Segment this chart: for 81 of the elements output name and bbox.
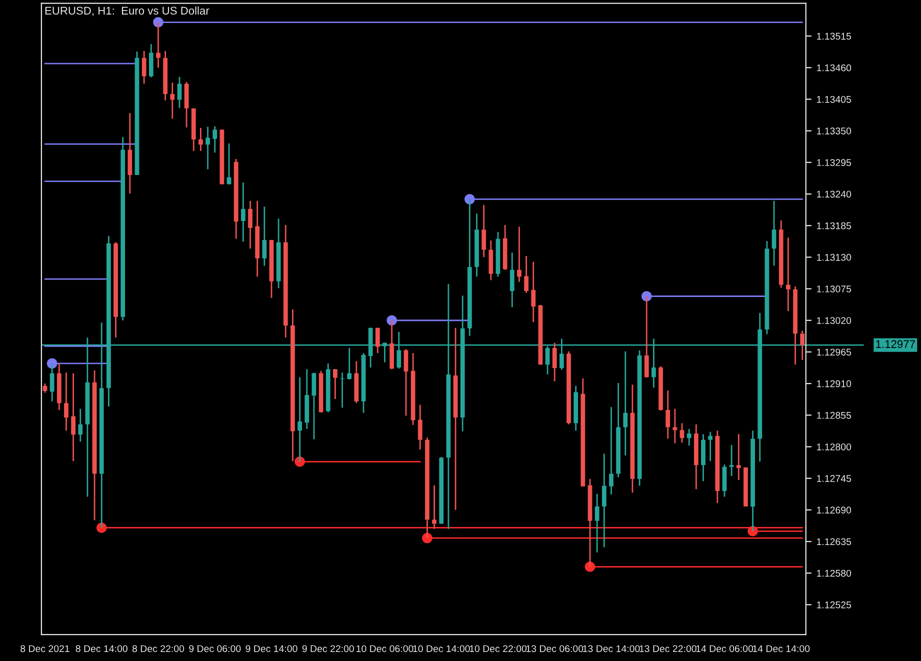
candlestick <box>50 362 54 402</box>
y-tick-label: 1.13460 <box>817 64 852 72</box>
candlestick <box>482 204 486 258</box>
x-tick-label: 9 Dec 06:00 <box>189 645 241 652</box>
candlestick <box>212 126 218 154</box>
candlestick <box>156 22 160 68</box>
y-tick-label: 1.13405 <box>817 96 852 103</box>
candlestick <box>64 372 68 432</box>
x-tick-label: 9 Dec 14:00 <box>246 645 298 652</box>
y-tick-label: 1.13295 <box>817 159 852 166</box>
y-tick-label: 1.13185 <box>817 222 852 230</box>
x-tick-label: 13 Dec 06:00 <box>526 645 584 652</box>
point <box>584 562 596 572</box>
candlestick <box>298 376 302 462</box>
candlestick <box>686 428 692 446</box>
y-tick-label: 1.12525 <box>817 601 852 608</box>
y-tick-label: 1.13075 <box>817 286 852 292</box>
candlestick <box>644 296 649 378</box>
x-tick-label: 9 Dec 22:00 <box>302 645 354 652</box>
candlestick <box>206 126 210 170</box>
x-tick-label: 13 Dec 14:00 <box>583 645 640 652</box>
candlestick <box>170 82 175 120</box>
y-tick-label: 1.13515 <box>817 32 852 40</box>
candlestick <box>248 200 252 250</box>
candlestick <box>552 342 557 382</box>
x-tick-label: 13 Dec 22:00 <box>640 645 696 652</box>
candlestick <box>432 484 436 530</box>
candlestick <box>404 348 408 416</box>
candlestick <box>375 327 380 354</box>
candlestick <box>800 330 805 361</box>
x-tick-label: 10 Dec 06:00 <box>356 645 414 652</box>
x-tick-label: 8 Dec 22:00 <box>132 645 184 652</box>
candlestick <box>531 261 536 323</box>
candlestick <box>623 350 628 456</box>
y-tick-label: 1.13240 <box>817 190 852 198</box>
candlestick <box>772 200 776 266</box>
y-tick-label: 1.13130 <box>817 254 852 261</box>
x-tick-label: 14 Dec 14:00 <box>752 645 810 652</box>
candlestick <box>666 390 670 440</box>
candlestick <box>177 76 182 109</box>
candlestick <box>340 372 344 408</box>
candlestick <box>78 408 83 442</box>
candlestick <box>736 433 741 481</box>
candlestick <box>609 406 614 496</box>
y-tick-label: 1.12745 <box>817 475 852 482</box>
ref-line-label: 1.12977 <box>876 340 915 348</box>
candlestick <box>510 252 514 308</box>
candlestick <box>142 50 146 84</box>
candlestick <box>594 493 600 554</box>
x-tick-label: 10 Dec 22:00 <box>470 645 527 652</box>
y-tick-label: 1.12690 <box>817 506 852 514</box>
chart-title: EURUSD, H1: Euro vs US Dollar <box>45 6 210 16</box>
candlestick <box>680 422 684 444</box>
x-tick-label: 8 Dec 2021 <box>20 645 70 652</box>
candlestick <box>332 368 338 400</box>
candlestick <box>708 431 713 462</box>
y-tick-label: 1.12910 <box>817 380 852 388</box>
x-tick-label: 10 Dec 14:00 <box>413 645 470 652</box>
candlestick <box>729 444 734 477</box>
candlestick <box>347 347 352 380</box>
candlestick <box>71 372 76 462</box>
y-tick-label: 1.12965 <box>817 348 852 356</box>
x-tick-label: 8 Dec 14:00 <box>76 645 128 652</box>
candlestick <box>312 372 316 440</box>
candlestick <box>602 452 606 548</box>
y-tick-label: 1.13350 <box>817 128 852 134</box>
candlestick <box>524 255 528 294</box>
candlestick <box>786 236 790 312</box>
y-tick-label: 1.12855 <box>817 412 852 419</box>
candlestick <box>672 408 678 444</box>
y-tick-label: 1.12800 <box>817 443 852 450</box>
y-tick-label: 1.12580 <box>817 570 852 577</box>
y-tick-label: 1.13020 <box>817 317 852 324</box>
x-tick-label: 14 Dec 06:00 <box>696 645 754 652</box>
candlestick <box>517 226 522 283</box>
candlestick <box>240 182 246 242</box>
candlestick <box>418 404 422 450</box>
candlestick <box>148 43 154 78</box>
candlestick <box>198 127 203 152</box>
candlestick <box>262 206 267 266</box>
y-tick-label: 1.12635 <box>817 538 852 546</box>
